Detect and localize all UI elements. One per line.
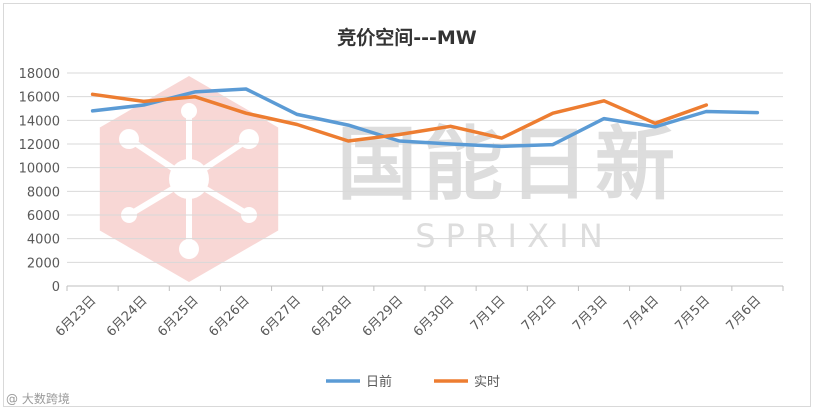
x-tick-label: 6月23日	[53, 293, 100, 340]
y-tick-label: 10000	[19, 162, 60, 177]
chart-frame: 国能日新 S P R I X I N 竞价空间---MW 0 2000 4000 6000 8…	[3, 3, 811, 407]
x-tick-label: 7月4日	[621, 293, 662, 334]
series-line-0	[90, 87, 760, 149]
watermark-node	[179, 239, 199, 259]
y-tick-label: 4000	[27, 233, 60, 248]
x-tick-label: 6月29日	[360, 293, 407, 340]
watermark-core	[169, 159, 209, 199]
x-tick-label: 6月28日	[309, 293, 356, 340]
line-chart: 国能日新 S P R I X I N 竞价空间---MW 0 2000 4000 6000 8…	[19, 26, 784, 390]
watermark-node	[119, 129, 139, 149]
x-tick-label: 6月26日	[206, 293, 253, 340]
watermark-node	[181, 103, 197, 119]
x-tick-label: 7月6日	[724, 293, 765, 334]
watermark-logo-subtext: S P R I X I N	[415, 217, 603, 255]
y-tick-label: 16000	[19, 91, 60, 106]
corner-watermark: @ 大数跨境	[6, 392, 70, 406]
y-tick-label: 0	[52, 280, 60, 295]
y-tick-label: 8000	[27, 185, 60, 200]
legend-label-0: 日前	[366, 374, 392, 390]
y-tick-label: 2000	[27, 256, 60, 271]
y-tick-label: 14000	[19, 114, 60, 129]
series-line-1	[90, 92, 709, 143]
y-tick-label: 18000	[19, 67, 60, 82]
chart-title: 竞价空间---MW	[337, 26, 477, 49]
x-tick-label: 6月30日	[411, 293, 458, 340]
x-tick-label: 7月3日	[570, 293, 611, 334]
x-tick-label: 7月5日	[672, 293, 713, 334]
x-tick-label: 6月24日	[104, 293, 151, 340]
x-tick-label: 7月1日	[468, 293, 509, 334]
watermark-logo	[99, 76, 279, 282]
x-tick-label: 7月2日	[519, 293, 560, 334]
watermark-logo-text: 国能日新	[337, 118, 681, 211]
y-tick-label: 12000	[19, 138, 60, 153]
legend-label-1: 实时	[474, 375, 500, 390]
watermark-node	[239, 129, 259, 149]
x-tick-label: 6月25日	[155, 293, 202, 340]
y-tick-label: 6000	[27, 209, 60, 224]
x-tick-label: 6月27日	[257, 293, 304, 340]
